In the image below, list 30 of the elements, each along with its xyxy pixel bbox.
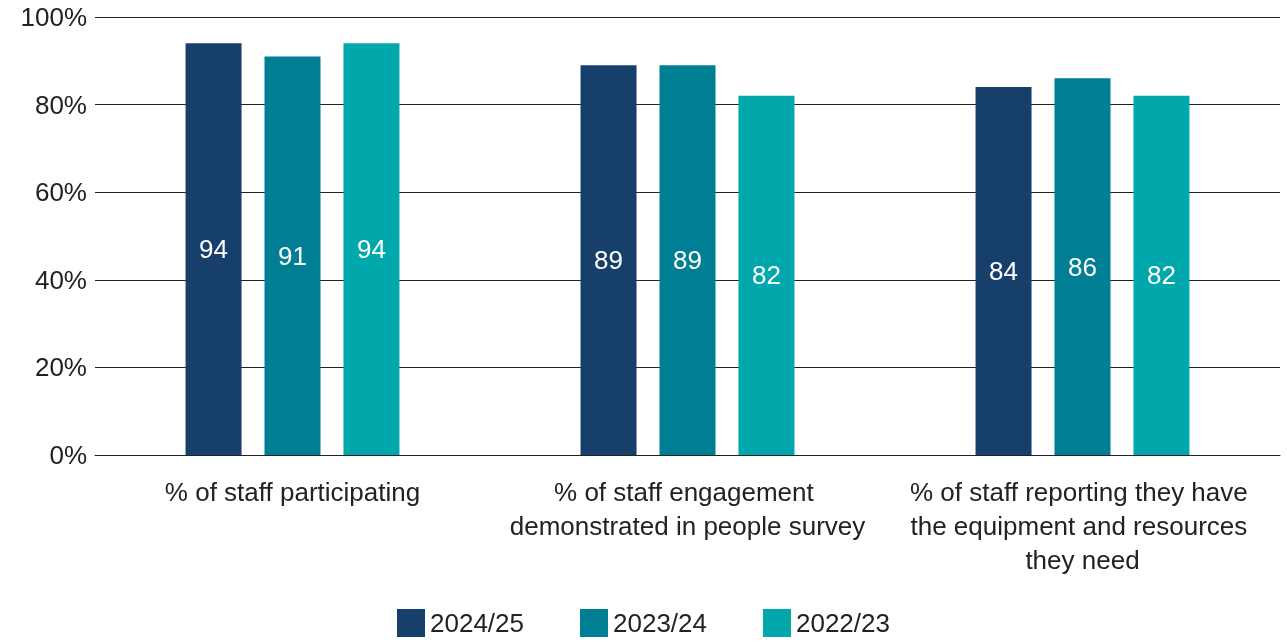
x-tick-label: % of staff reporting they have the equipment and resources they need <box>910 477 1255 575</box>
bar <box>975 87 1032 455</box>
bar <box>580 65 637 455</box>
y-tick-label: 0% <box>49 440 87 470</box>
legend-label: 2023/24 <box>613 608 707 638</box>
bar <box>264 56 321 455</box>
data-label: 91 <box>278 240 307 271</box>
data-label: 89 <box>673 245 702 276</box>
data-label: 86 <box>1068 251 1097 282</box>
x-tick-label: % of staff participating <box>164 477 421 507</box>
bar <box>185 43 242 455</box>
data-label: 82 <box>1147 260 1176 291</box>
bar <box>1133 95 1190 455</box>
data-label: 94 <box>357 234 386 265</box>
bar <box>659 65 716 455</box>
bar <box>1054 78 1111 455</box>
data-label: 94 <box>199 234 228 265</box>
bar <box>738 95 795 455</box>
bar <box>343 43 400 455</box>
y-tick-label: 80% <box>34 89 87 120</box>
legend-label: 2022/23 <box>795 608 890 638</box>
y-tick-label: 20% <box>34 352 87 383</box>
y-tick-label: 100% <box>20 2 87 32</box>
y-tick-label: 40% <box>34 264 87 295</box>
data-label: 82 <box>752 260 781 291</box>
data-label: 84 <box>989 256 1018 287</box>
data-label: 89 <box>594 245 623 276</box>
legend-label: 2024/25 <box>430 608 525 638</box>
y-tick-label: 60% <box>34 177 87 208</box>
x-tick-label: % of staff engagement demonstrated in people survey <box>509 477 866 541</box>
